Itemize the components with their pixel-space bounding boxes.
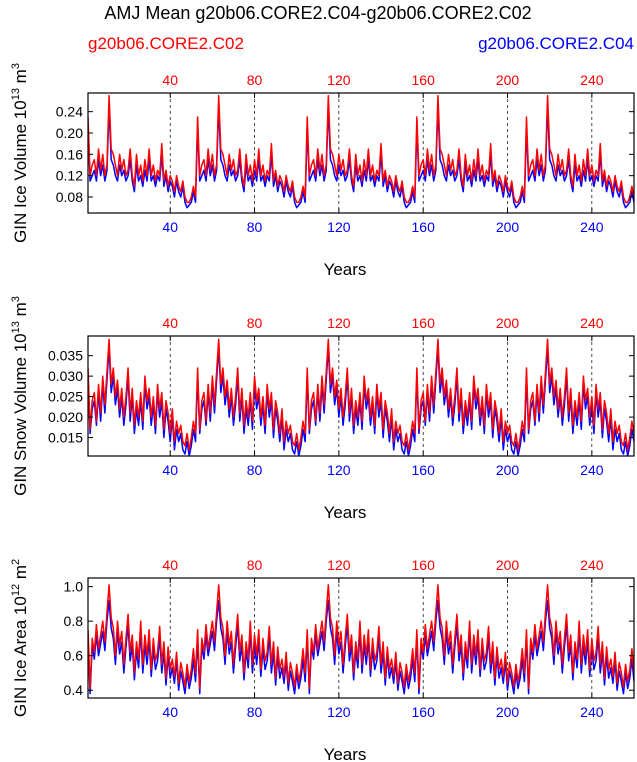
x-tick-label-top: 160 — [412, 315, 436, 331]
y-axis-label-part: GIN Ice Volume 10 — [11, 100, 30, 243]
x-tick-label-top: 120 — [327, 557, 351, 573]
x-tick-label-bottom: 80 — [247, 219, 263, 235]
x-tick-label-top: 160 — [412, 72, 436, 88]
x-tick-label-top: 240 — [580, 315, 604, 331]
x-tick-label-top: 80 — [247, 315, 263, 331]
x-tick-label-top: 200 — [496, 72, 520, 88]
y-tick-label: 0.20 — [56, 125, 83, 141]
x-tick-label-top: 40 — [162, 72, 178, 88]
y-tick-label: 0.6 — [64, 648, 84, 664]
y-tick-label: 1.0 — [64, 579, 84, 595]
y-axis-label-part: GIN Ice Area 10 — [11, 596, 30, 717]
x-tick-label-top: 120 — [327, 315, 351, 331]
x-tick-label-top: 120 — [327, 72, 351, 88]
x-tick-label-top: 160 — [412, 557, 436, 573]
y-axis-label: GIN Snow Volume 1013 m3 — [10, 296, 30, 496]
y-tick-label: 0.020 — [48, 409, 83, 425]
x-tick-label-bottom: 160 — [412, 462, 436, 478]
x-tick-label-top: 240 — [580, 72, 604, 88]
x-tick-label-bottom: 80 — [247, 704, 263, 720]
panel-1: 0.08 0.12 0.16 0.20 0.24 40 40 80 80 120 120 160 160… — [10, 63, 635, 279]
y-axis-label: GIN Ice Volume 1013 m3 — [10, 63, 30, 243]
y-tick-label: 0.24 — [56, 104, 83, 120]
y-axis-label-part: 12 — [10, 584, 22, 596]
plot-frame — [87, 335, 635, 457]
x-axis-label: Years — [324, 745, 367, 762]
x-tick-label-bottom: 40 — [162, 219, 178, 235]
x-tick-label-bottom: 40 — [162, 704, 178, 720]
y-tick-label: 0.025 — [48, 389, 83, 405]
series-line-g20b06.CORE2.C02 — [88, 94, 634, 204]
x-tick-label-top: 80 — [247, 557, 263, 573]
x-tick-label-bottom: 40 — [162, 462, 178, 478]
x-tick-label-bottom: 240 — [580, 219, 604, 235]
x-axis-label: Years — [324, 260, 367, 279]
y-axis-label: GIN Ice Area 1012 m2 — [10, 559, 30, 717]
x-tick-label-bottom: 80 — [247, 462, 263, 478]
x-tick-label-bottom: 200 — [496, 462, 520, 478]
y-axis-label-part: 13 — [10, 321, 22, 333]
panels: 0.08 0.12 0.16 0.20 0.24 40 40 80 80 120 120 160 160… — [10, 63, 635, 762]
y-axis-label-part: 2 — [10, 559, 22, 565]
panel-3: 0.4 0.6 0.8 1.0 40 40 80 80 120 120 160 160 200 200 24… — [10, 557, 635, 762]
y-axis-label-part: m — [11, 69, 30, 88]
x-tick-label-bottom: 120 — [327, 462, 351, 478]
x-tick-label-bottom: 200 — [496, 219, 520, 235]
legend-left-case: g20b06.CORE2.C02 — [88, 34, 244, 53]
x-tick-label-top: 200 — [496, 557, 520, 573]
x-tick-label-bottom: 120 — [327, 219, 351, 235]
y-axis-label-part: 13 — [10, 88, 22, 100]
panel-2: 0.015 0.020 0.025 0.030 0.035 40 40 80 80 120 120 1… — [10, 296, 635, 522]
x-tick-label-top: 200 — [496, 315, 520, 331]
x-tick-label-bottom: 120 — [327, 704, 351, 720]
series-line-g20b06.CORE2.C02 — [88, 584, 634, 690]
x-tick-label-bottom: 200 — [496, 704, 520, 720]
legend-right-case: g20b06.CORE2.C04 — [478, 34, 634, 53]
x-tick-label-top: 80 — [247, 72, 263, 88]
y-tick-label: 0.035 — [48, 348, 83, 364]
x-axis-label: Years — [324, 503, 367, 522]
x-tick-label-bottom: 160 — [412, 704, 436, 720]
series-line-g20b06.CORE2.C04 — [88, 105, 634, 209]
x-tick-label-top: 240 — [580, 557, 604, 573]
y-axis-label-part: m — [11, 302, 30, 321]
x-tick-label-bottom: 240 — [580, 462, 604, 478]
y-tick-label: 0.12 — [56, 168, 83, 184]
x-tick-label-bottom: 240 — [580, 704, 604, 720]
y-axis-label-part: GIN Snow Volume 10 — [11, 333, 30, 496]
x-tick-label-top: 40 — [162, 557, 178, 573]
y-tick-label: 0.16 — [56, 146, 83, 162]
plot-frame — [87, 92, 635, 214]
series-line-g20b06.CORE2.C02 — [88, 338, 634, 451]
chart-title: AMJ Mean g20b06.CORE2.C04-g20b06.CORE2.C… — [104, 3, 531, 23]
y-tick-label: 0.030 — [48, 368, 83, 384]
y-tick-label: 0.4 — [64, 682, 84, 698]
y-tick-label: 0.8 — [64, 613, 84, 629]
y-axis-label-part: 3 — [10, 63, 22, 69]
y-axis-label-part: m — [11, 565, 30, 584]
plot-frame — [87, 577, 635, 699]
y-tick-label: 0.08 — [56, 189, 83, 205]
y-axis-label-part: 3 — [10, 296, 22, 302]
y-tick-label: 0.015 — [48, 430, 83, 446]
x-tick-label-bottom: 160 — [412, 219, 436, 235]
x-tick-label-top: 40 — [162, 315, 178, 331]
